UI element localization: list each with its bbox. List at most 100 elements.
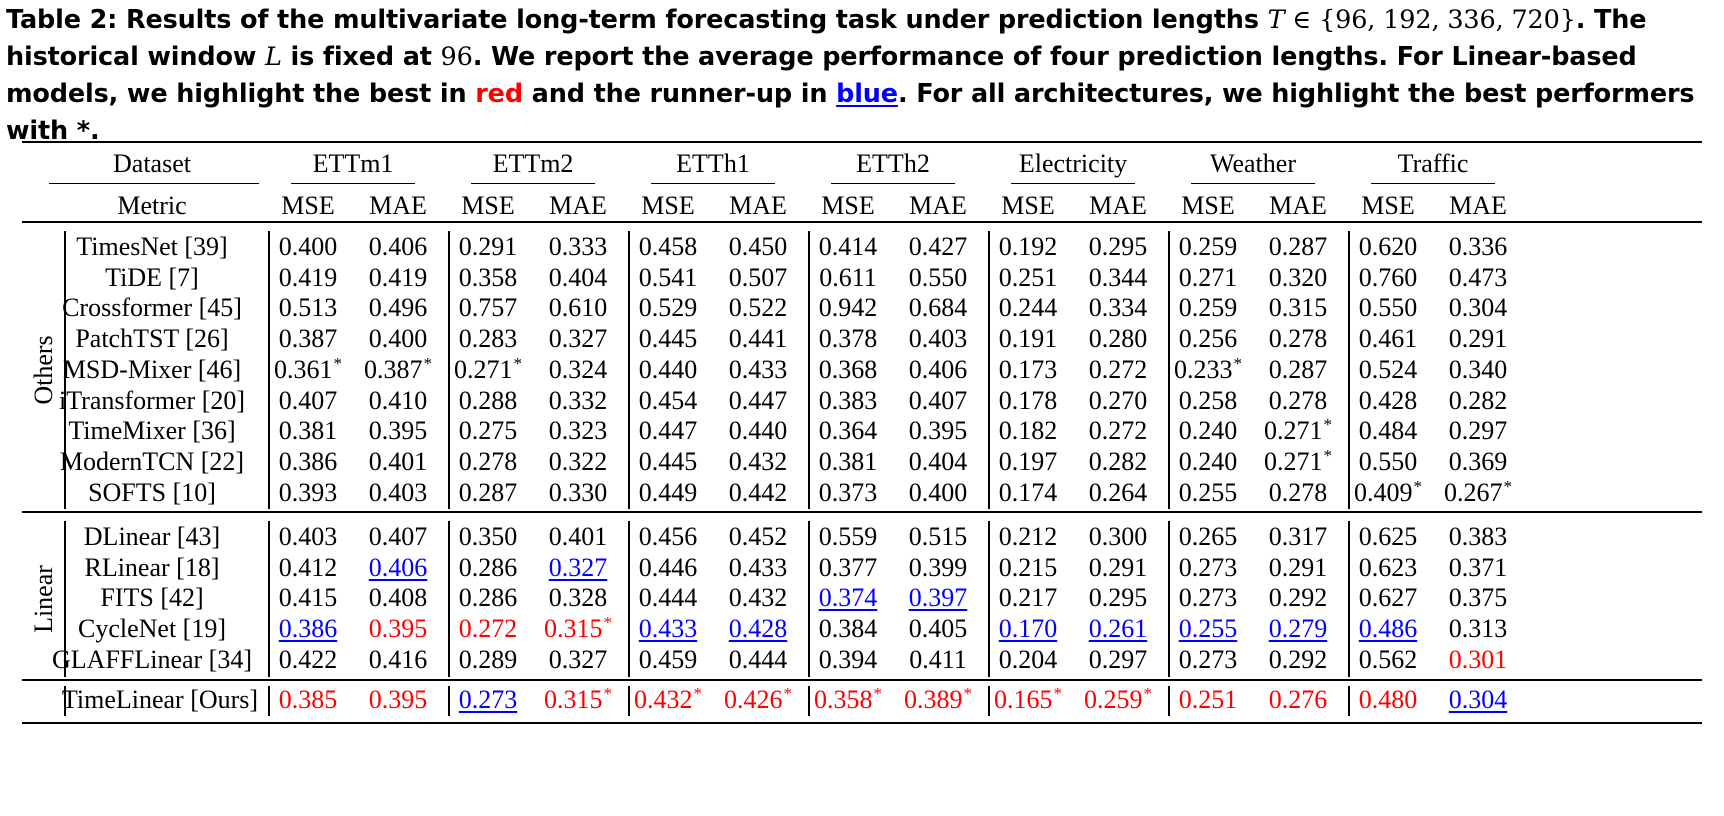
cell-value: 0.287 <box>458 477 518 507</box>
ours-rule <box>22 679 1702 681</box>
metric-cell: 0.550 <box>1342 447 1434 477</box>
cell-value: 0.278 <box>458 446 518 476</box>
metric-cell: 0.278 <box>1252 478 1344 508</box>
metric-cell: 0.373 <box>802 478 894 508</box>
caption-label: Table 2: <box>6 5 118 35</box>
cell-value: 0.381 <box>818 446 878 476</box>
cell-value: 0.287 <box>1268 354 1328 384</box>
metric-cell: 0.381 <box>262 416 354 446</box>
cell-value: 0.273 <box>1178 583 1238 613</box>
model-name: MSD-Mixer [46] <box>62 354 242 384</box>
metric-cell: 0.375 <box>1432 583 1524 613</box>
header-dataset-label: Dataset <box>113 149 191 178</box>
cell-value: 0.173 <box>998 354 1058 384</box>
metric-cell: 0.459 <box>622 645 714 675</box>
metric-cell: 0.447 <box>622 416 714 446</box>
metric-cell: 0.182 <box>982 416 1074 446</box>
header-metric-mae: MAE <box>1089 191 1147 220</box>
cell-value: 0.261 <box>1088 614 1148 644</box>
metric-cell: 0.387* <box>352 354 444 388</box>
cell-value: 0.373 <box>818 477 878 507</box>
cell-value: 0.272 <box>1088 416 1148 446</box>
metric-cell: 0.444 <box>622 583 714 613</box>
cell-value: 0.486 <box>1358 614 1418 644</box>
cell-value: 0.433 <box>728 552 788 582</box>
metric-cell: 0.265 <box>1162 522 1254 552</box>
header-metric-mae: MAE <box>909 191 967 220</box>
metric-cell: 0.381 <box>802 447 894 477</box>
cell-value: 0.496 <box>368 293 428 323</box>
cell-value: 0.265 <box>1178 522 1238 551</box>
model-name: TimesNet [39] <box>76 232 228 261</box>
column-separator-line <box>628 686 630 716</box>
cell-value: 0.272 <box>458 614 518 644</box>
cell-value: 0.317 <box>1268 522 1328 551</box>
cell-value: 0.271 <box>1264 446 1323 476</box>
metric-cell: 0.386 <box>262 447 354 477</box>
cell-value: 0.304 <box>1448 685 1508 714</box>
metric-cell: 0.197 <box>982 447 1074 477</box>
metric-cell: 0.327 <box>532 324 624 354</box>
metric-cell: 0.271 <box>1162 263 1254 293</box>
metric-cell: 0.399 <box>892 553 984 583</box>
cell-value: 0.524 <box>1358 354 1418 384</box>
metric-cell: 0.407 <box>262 386 354 416</box>
metric-cell: 0.315* <box>532 613 624 647</box>
metric-cell: 0.215 <box>982 553 1074 583</box>
cell-value: 0.320 <box>1268 262 1328 292</box>
header-metric-mse: MSE <box>821 191 875 220</box>
metric-cell: 0.428 <box>1342 386 1434 416</box>
ours-metric-cell: 0.315* <box>532 684 624 718</box>
cell-value: 0.562 <box>1358 644 1418 674</box>
metric-cell: 0.422 <box>262 645 354 675</box>
metric-cell: 0.278 <box>1252 324 1344 354</box>
cell-value: 0.197 <box>998 446 1058 476</box>
cell-value: 0.368 <box>818 354 878 384</box>
metric-cell: 0.395 <box>352 614 444 644</box>
metric-cell: 0.279 <box>1252 614 1344 644</box>
header-dataset-ettm2: ETTm2 <box>492 149 574 178</box>
cell-value: 0.406 <box>368 552 428 582</box>
cell-value: 0.401 <box>368 446 428 476</box>
cell-value: 0.244 <box>998 293 1058 323</box>
header-metric-mse: MSE <box>641 191 695 220</box>
cell-value: 0.374 <box>818 583 878 613</box>
metric-cell: 0.406 <box>352 553 444 583</box>
cell-value: 0.381 <box>278 416 338 446</box>
metric-cell: 0.291 <box>1252 553 1344 583</box>
best-star-marker: * <box>693 684 703 703</box>
metric-cell: 0.404 <box>892 447 984 477</box>
metric-cell: 0.378 <box>802 324 894 354</box>
cell-value: 0.385 <box>278 685 338 714</box>
cell-value: 0.192 <box>998 232 1058 261</box>
metric-cell: 0.173 <box>982 355 1074 385</box>
metric-cell: 0.244 <box>982 293 1074 323</box>
metric-cell: 0.291 <box>1432 324 1524 354</box>
column-separator-line <box>628 231 630 510</box>
cell-value: 0.340 <box>1448 354 1508 384</box>
caption-text-5: and the runner-up in <box>531 79 828 109</box>
cell-value: 0.300 <box>1088 522 1148 551</box>
metric-cell: 0.330 <box>532 478 624 508</box>
cell-value: 0.450 <box>728 232 788 261</box>
metric-cell: 0.327 <box>532 553 624 583</box>
metric-cell: 0.610 <box>532 293 624 323</box>
ours-metric-cell: 0.480 <box>1342 685 1434 715</box>
column-separator-line <box>1168 521 1170 677</box>
cell-value: 0.315 <box>544 685 603 714</box>
cell-value: 0.484 <box>1358 416 1418 446</box>
cell-value: 0.400 <box>908 477 968 507</box>
ours-metric-cell: 0.358* <box>802 684 894 718</box>
ours-metric-cell: 0.426* <box>712 684 804 718</box>
cell-value: 0.327 <box>548 644 608 674</box>
metric-cell: 0.240 <box>1162 447 1254 477</box>
cell-value: 0.273 <box>458 685 518 714</box>
cell-value: 0.399 <box>908 552 968 582</box>
cell-value: 0.428 <box>1358 385 1418 415</box>
metric-cell: 0.407 <box>352 522 444 552</box>
model-name: iTransformer [20] <box>58 385 246 415</box>
cell-value: 0.426 <box>724 685 783 714</box>
cell-value: 0.275 <box>458 416 518 446</box>
cell-value: 0.428 <box>728 614 788 644</box>
metric-cell: 0.273 <box>1162 645 1254 675</box>
